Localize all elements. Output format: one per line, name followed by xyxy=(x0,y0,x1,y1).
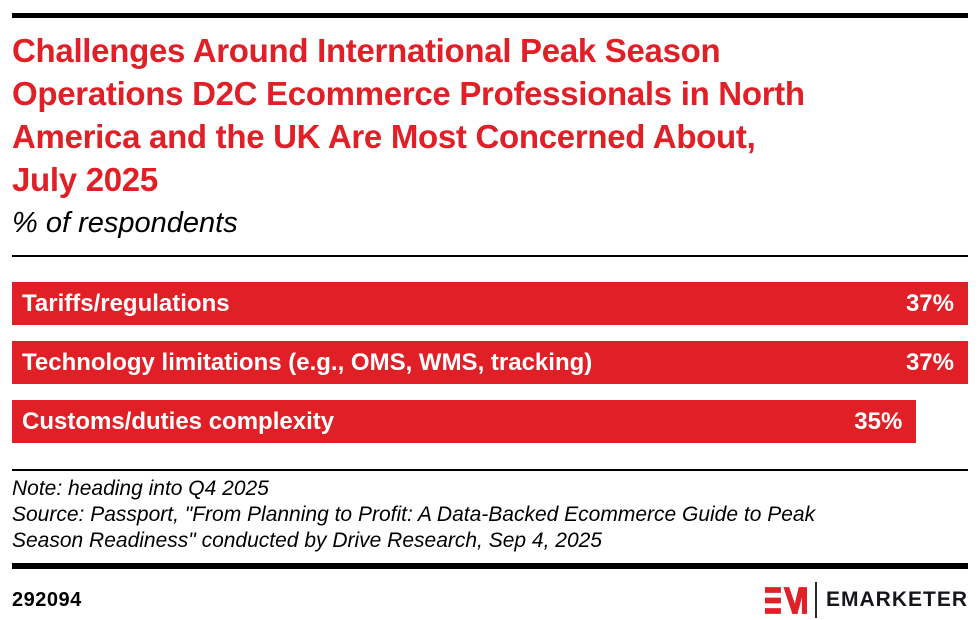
title-line-4: July 2025 xyxy=(12,161,158,198)
em-monogram-icon xyxy=(764,586,807,614)
chart-id: 292094 xyxy=(12,588,82,611)
bar-label: Customs/duties complexity xyxy=(22,407,335,435)
chart-source-line-2: Season Readiness" conducted by Drive Res… xyxy=(12,529,602,552)
emarketer-logo: EMARKETER xyxy=(764,582,968,618)
bar-value-label: 37% xyxy=(905,289,954,317)
chart-title: Challenges Around International Peak Sea… xyxy=(12,29,968,201)
chart-notes: Note: heading into Q4 2025 Source: Passp… xyxy=(12,476,968,554)
bar-label: Technology limitations (e.g., OMS, WMS, … xyxy=(22,348,593,376)
bar-row-technology-limitations: Technology limitations (e.g., OMS, WMS, … xyxy=(12,341,968,384)
emarketer-wordmark: EMARKETER xyxy=(825,588,968,611)
chart-page: Challenges Around International Peak Sea… xyxy=(0,13,980,620)
bottom-rule xyxy=(12,563,968,569)
footnote-divider xyxy=(12,469,968,471)
bar-value-label: 35% xyxy=(854,407,903,435)
logo-divider xyxy=(814,582,817,618)
chart-source-line-1: Source: Passport, "From Planning to Prof… xyxy=(12,503,816,526)
bar-row-tariffs-regulations: Tariffs/regulations 37% xyxy=(12,282,968,325)
title-line-2: Operations D2C Ecommerce Professionals i… xyxy=(12,75,805,112)
bar-chart: Tariffs/regulations 37% Technology limit… xyxy=(12,282,968,443)
chart-subtitle: % of respondents xyxy=(12,207,238,239)
footer: 292094 EMARKETER xyxy=(12,582,968,618)
title-line-1: Challenges Around International Peak Sea… xyxy=(12,32,721,69)
bar-value-label: 37% xyxy=(905,348,954,376)
bar-row-customs-duties: Customs/duties complexity 35% xyxy=(12,400,917,443)
top-rule xyxy=(12,13,968,18)
title-line-3: America and the UK Are Most Concerned Ab… xyxy=(12,118,756,155)
subtitle-divider xyxy=(12,255,968,257)
bar-label: Tariffs/regulations xyxy=(22,289,230,317)
chart-note: Note: heading into Q4 2025 xyxy=(12,477,269,500)
